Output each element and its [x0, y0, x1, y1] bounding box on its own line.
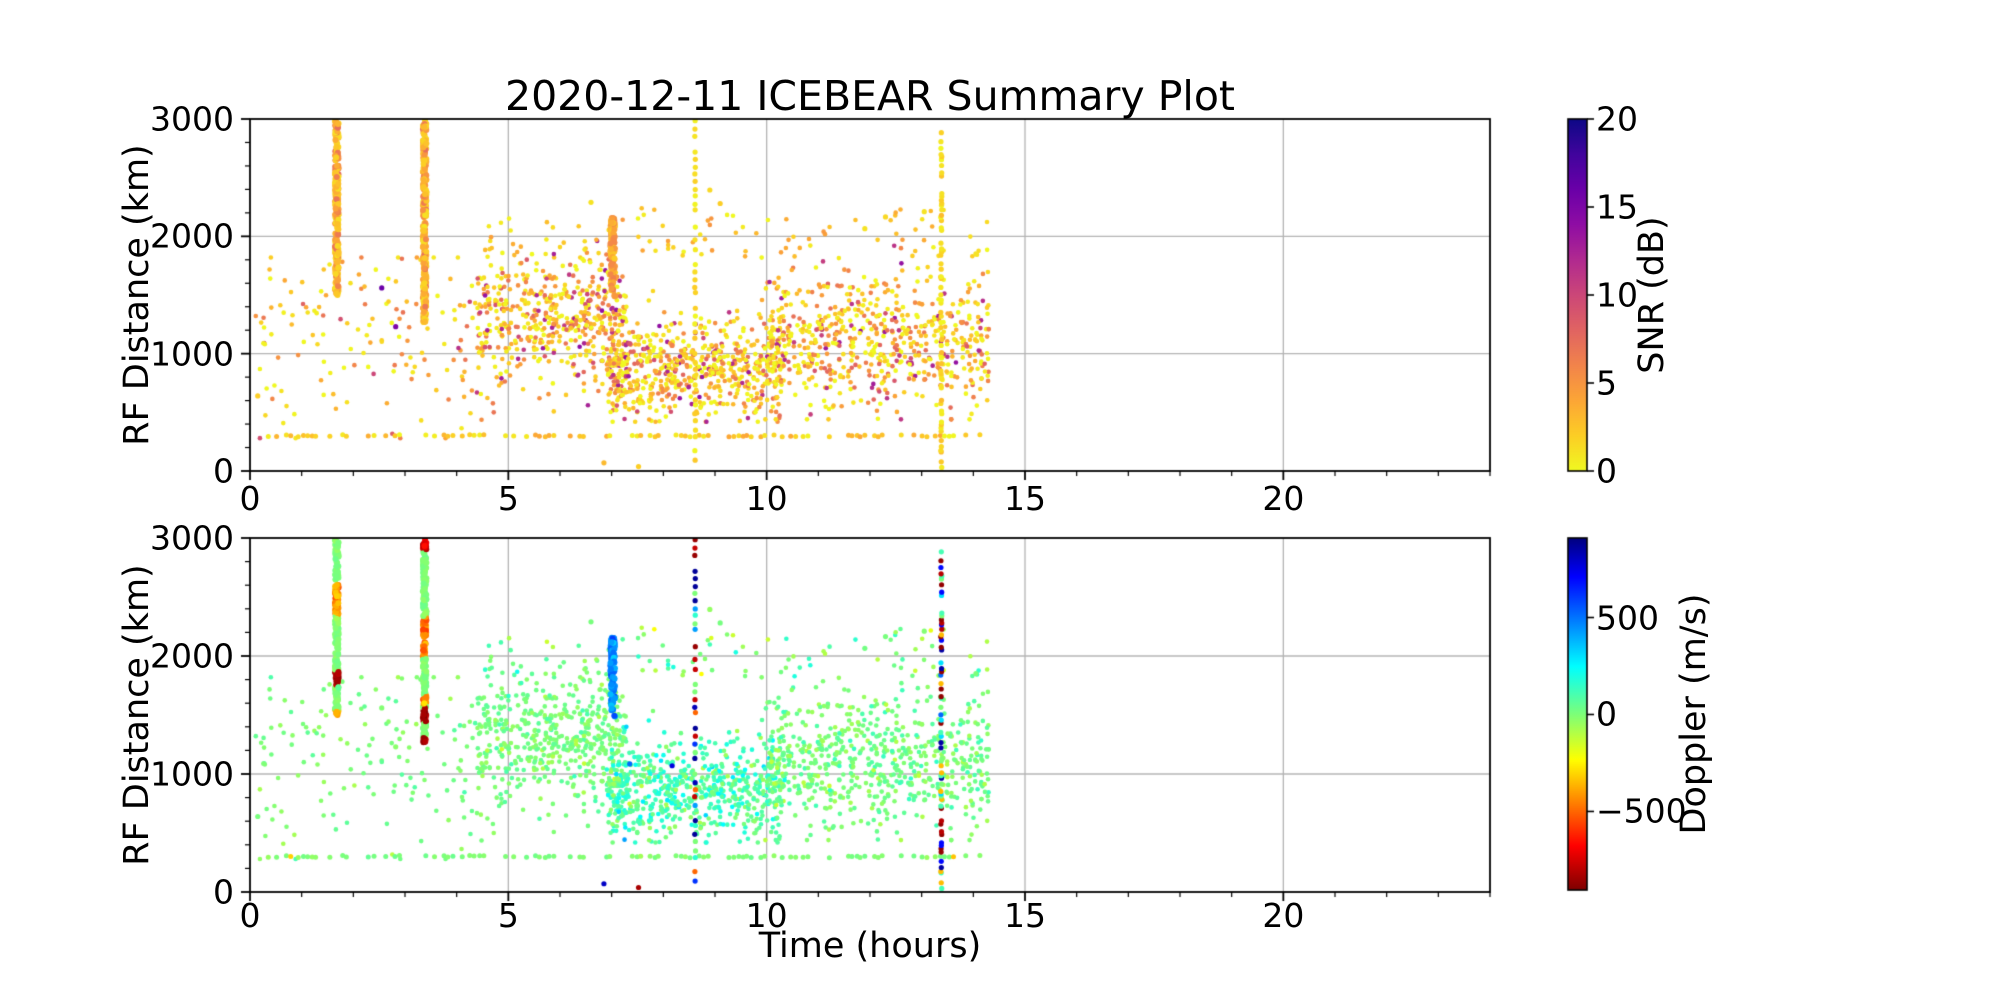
y-tick-label: 1000 — [150, 334, 234, 374]
x-tick-label: 20 — [1262, 479, 1305, 518]
y-tick-label: 3000 — [150, 99, 234, 139]
y-tick-label: 2000 — [150, 636, 234, 676]
colorbar-label-snr: SNR (dB) — [1632, 216, 1672, 374]
y-tick-label: 0 — [213, 872, 234, 912]
colorbar-tick-label: 500 — [1596, 598, 1659, 637]
plot-title: 2020-12-11 ICEBEAR Summary Plot — [505, 72, 1235, 120]
colorbar-tick-label: 15 — [1596, 187, 1638, 227]
x-tick-label: 10 — [745, 896, 788, 935]
y-tick-label: 1000 — [150, 754, 234, 794]
colorbar-tick-label: 20 — [1596, 99, 1638, 139]
x-tick-label: 15 — [1004, 896, 1046, 935]
x-axis-label: Time (hours) — [758, 926, 982, 966]
colorbar-tick-label: 5 — [1596, 363, 1617, 403]
y-axis-label-bottom: RF Distance (km) — [117, 564, 157, 866]
y-tick-label: 3000 — [150, 518, 234, 558]
x-tick-label: 5 — [497, 896, 519, 935]
x-tick-label: 10 — [745, 479, 788, 518]
colorbar-tick-label: −500 — [1596, 791, 1687, 831]
x-tick-label: 5 — [497, 479, 519, 518]
colorbar-tick-label: 10 — [1596, 275, 1638, 315]
x-tick-label: 20 — [1262, 896, 1305, 935]
colorbar-tick-label: 0 — [1596, 451, 1617, 491]
colorbar-tick-label: 0 — [1596, 694, 1617, 734]
x-tick-label: 15 — [1004, 479, 1046, 518]
y-tick-label: 0 — [213, 451, 234, 491]
x-tick-label: 0 — [239, 479, 261, 518]
x-tick-label: 0 — [239, 896, 261, 935]
y-tick-label: 2000 — [150, 216, 234, 256]
y-axis-label-top: RF Distance (km) — [117, 144, 157, 446]
